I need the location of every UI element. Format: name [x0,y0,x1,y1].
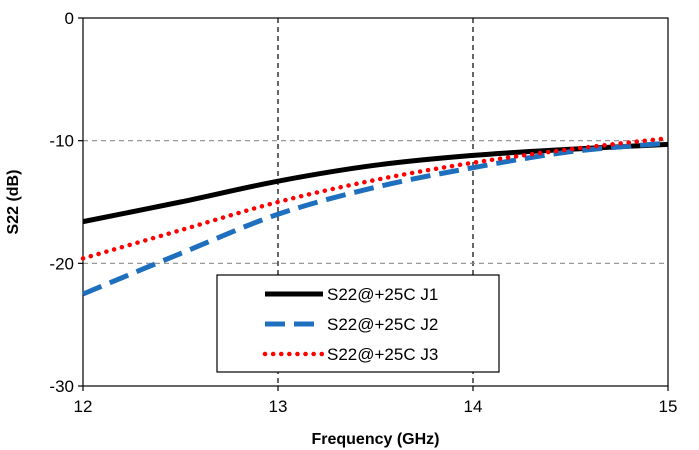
x-tick-label: 15 [659,397,678,416]
series-line-j1 [82,141,669,225]
legend-label-j1: S22@+25C J1 [327,285,438,304]
y-tick-labels: 0 -10 -20 -30 [49,9,83,396]
x-tick-labels: 12 13 14 15 [74,386,678,416]
y-axis-title: S22 (dB) [5,170,22,235]
plot-area [82,17,669,387]
legend-label-j2: S22@+25C J2 [327,315,438,334]
series-line-j3 [80,135,671,261]
x-tick-label: 12 [74,397,93,416]
y-tick-label: -10 [49,132,74,151]
y-tick-label: -20 [49,254,74,273]
x-tick-label: 13 [269,397,288,416]
y-tick-label: -30 [49,377,74,396]
series-line-j2 [82,140,669,297]
x-tick-label: 14 [464,397,483,416]
legend: S22@+25C J1 S22@+25C J2 S22@+25C J3 [216,274,500,373]
y-tick-label: 0 [65,9,74,28]
x-axis-title: Frequency (GHz) [311,431,439,448]
series-lines [80,135,671,297]
legend-label-j3: S22@+25C J3 [327,345,438,364]
